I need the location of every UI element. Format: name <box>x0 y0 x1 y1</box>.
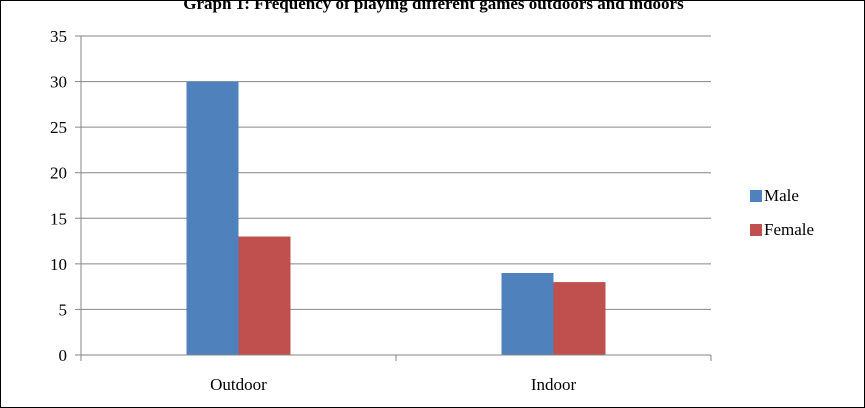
axes <box>75 35 712 361</box>
y-tick-label: 15 <box>50 209 67 228</box>
legend: Male Female <box>750 186 814 239</box>
y-tick-labels: 0 5 10 15 20 25 30 35 <box>50 27 67 365</box>
y-tick-label: 25 <box>50 118 67 137</box>
y-tick-label: 30 <box>50 73 67 92</box>
legend-label-female: Female <box>764 220 814 239</box>
chart-title: Graph 1: Frequency of playing different … <box>183 0 684 13</box>
y-tick-label: 0 <box>59 346 68 365</box>
y-tick-label: 35 <box>50 27 67 46</box>
y-tick-label: 5 <box>59 300 68 319</box>
x-tick-label: Indoor <box>531 375 577 394</box>
y-tick-label: 20 <box>50 164 67 183</box>
gridlines <box>81 35 711 310</box>
bars <box>186 81 606 356</box>
bar-female-indoor <box>553 282 606 355</box>
y-tick-label: 10 <box>50 255 67 274</box>
legend-swatch-female <box>750 224 762 236</box>
legend-swatch-male <box>750 190 762 202</box>
bar-male-outdoor <box>186 81 239 356</box>
x-tick-label: Outdoor <box>210 375 267 394</box>
x-tick-labels: Outdoor Indoor <box>210 375 576 394</box>
bar-male-indoor <box>501 272 554 355</box>
bar-female-outdoor <box>238 236 291 355</box>
legend-label-male: Male <box>764 186 799 205</box>
